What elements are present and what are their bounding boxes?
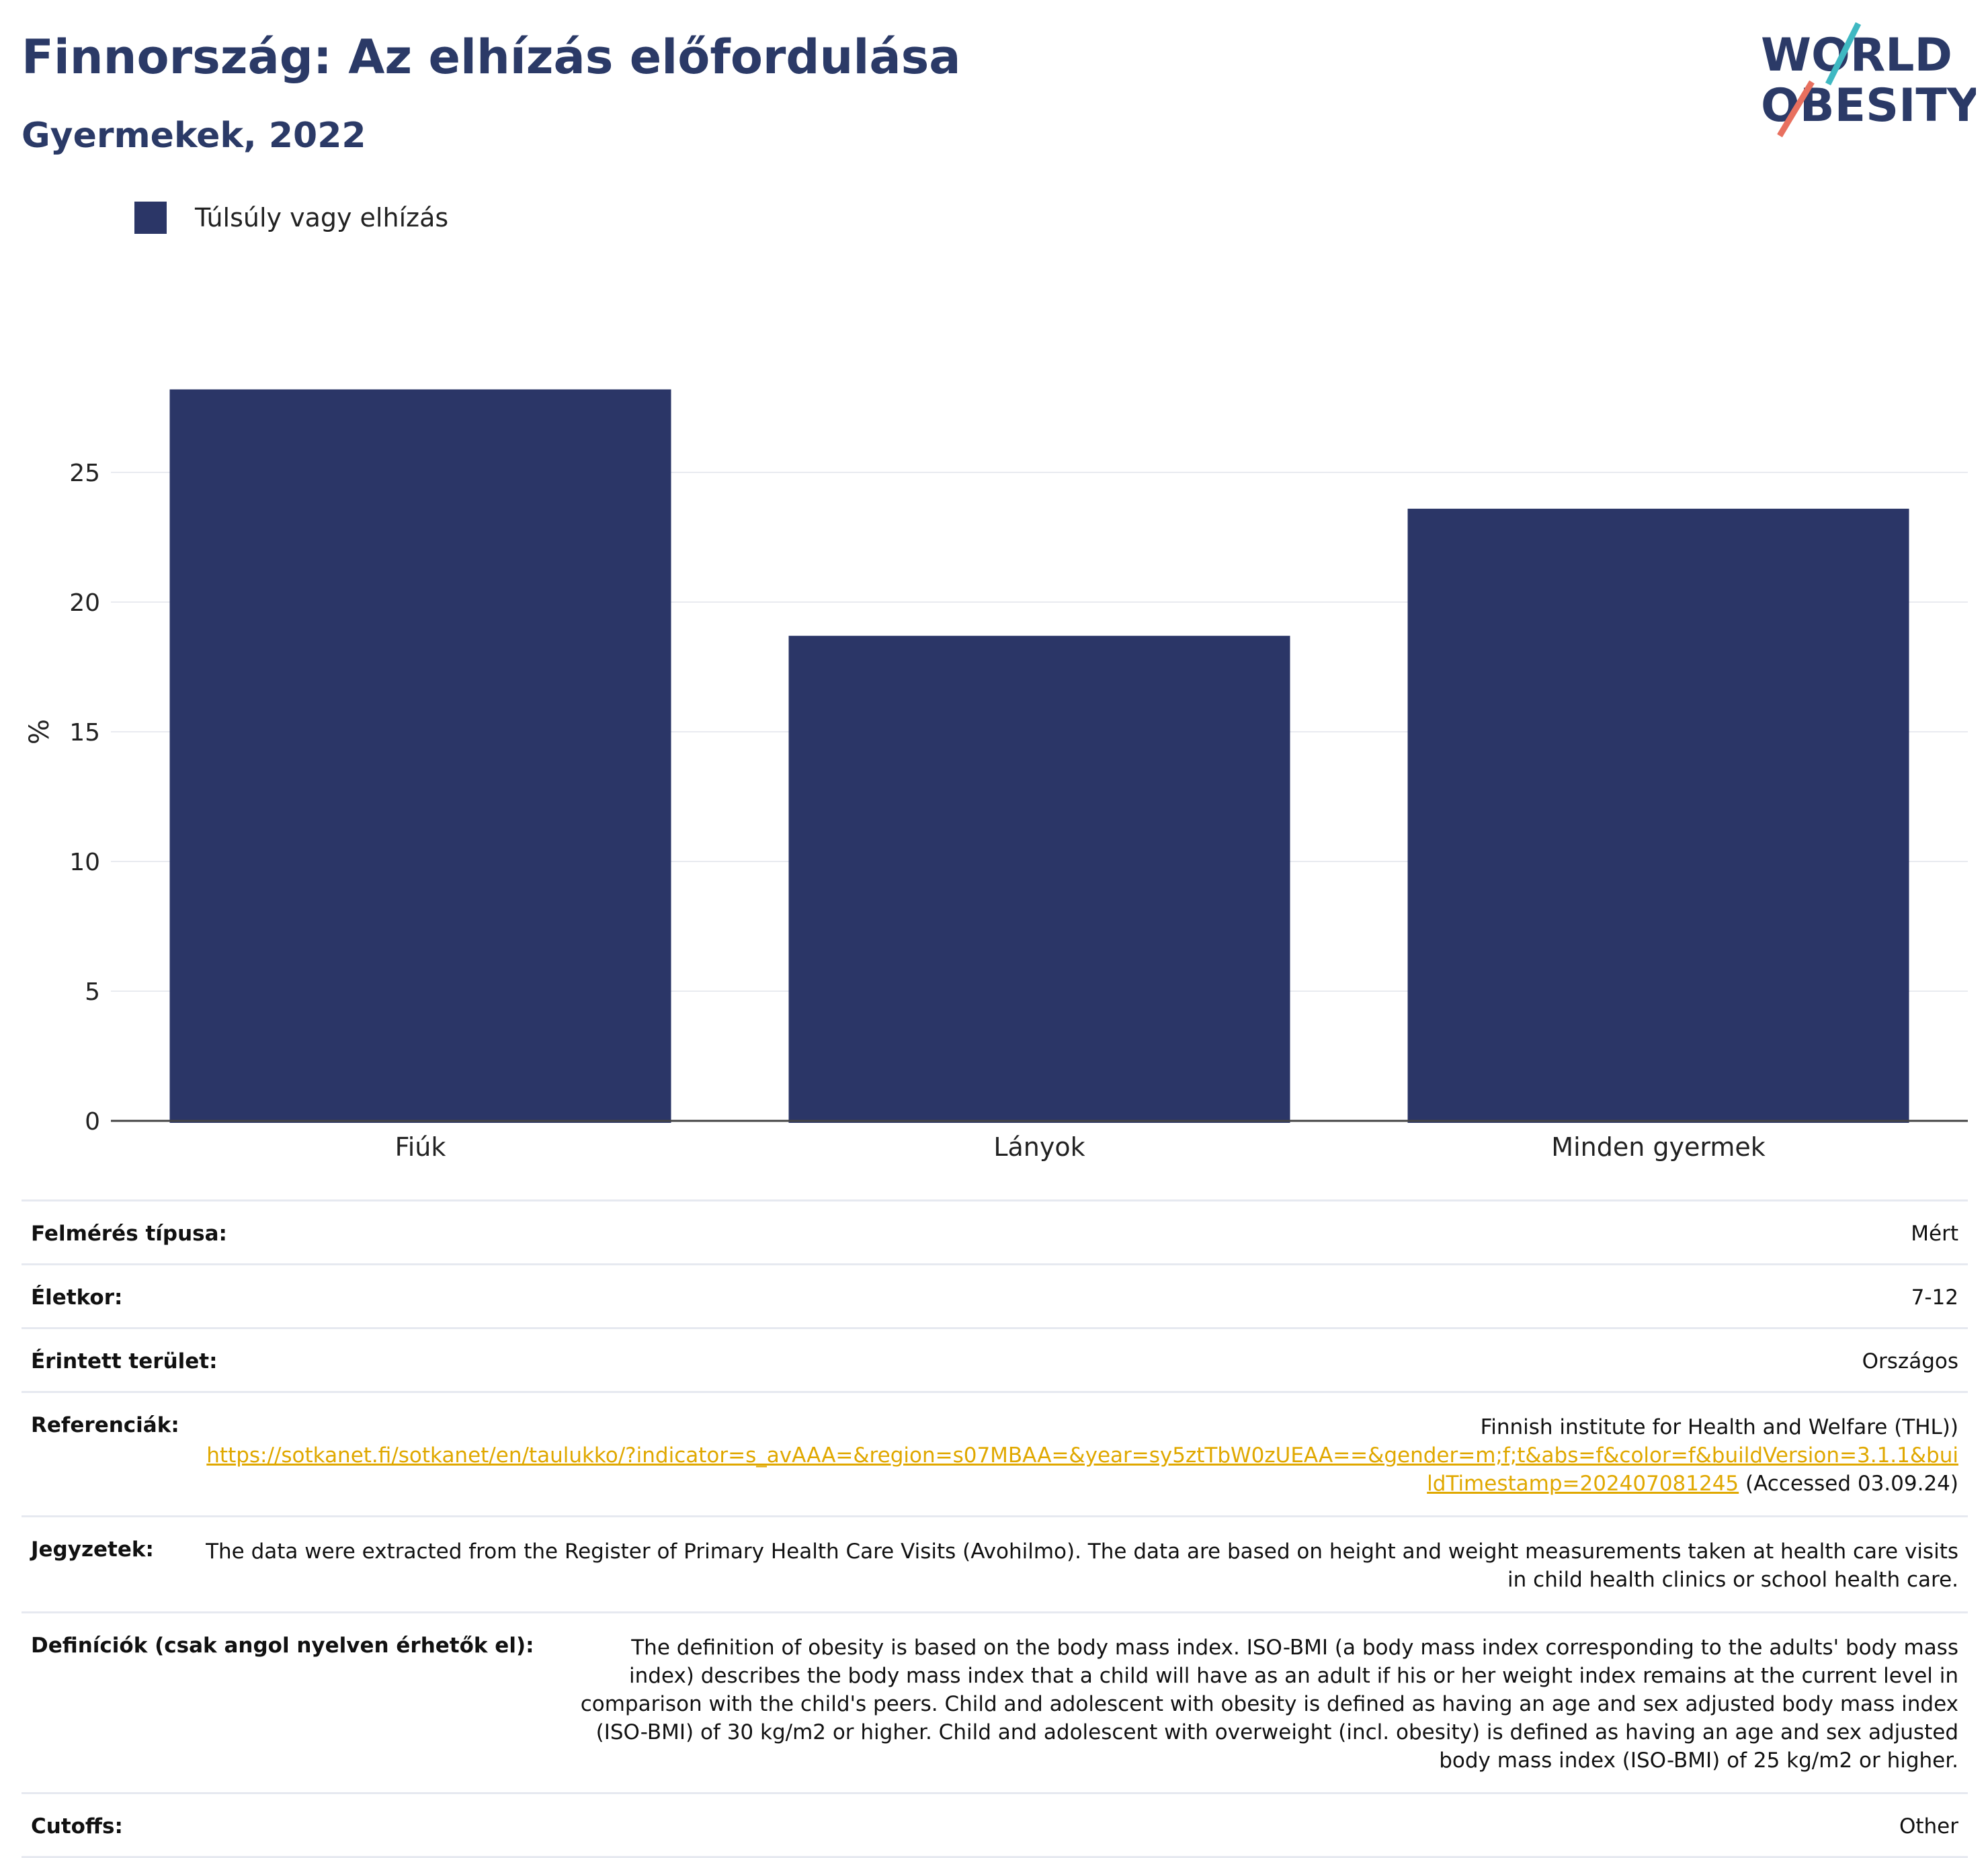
- y-tick-label: 5: [85, 978, 100, 1006]
- meta-label: Érintett terület:: [31, 1349, 218, 1374]
- meta-row-age: Életkor: 7-12: [22, 1263, 1968, 1327]
- bar: [169, 389, 671, 1123]
- legend-swatch: [134, 202, 167, 234]
- y-tick-label: 0: [85, 1108, 100, 1136]
- world-obesity-logo: WORLD OBESITY: [1761, 22, 1976, 138]
- reference-source: Finnish institute for Health and Welfare…: [1480, 1415, 1958, 1439]
- meta-value: Other: [1899, 1814, 1958, 1839]
- y-tick-label: 15: [69, 719, 100, 747]
- logo-teal-slash: [1825, 22, 1862, 86]
- bar-chart: 0 5 10 15 20 25 Fiúk Lányok Minden gyermek%: [24, 389, 1968, 1162]
- bar: [1407, 509, 1909, 1123]
- meta-value: The data were extracted from the Registe…: [206, 1539, 1958, 1592]
- meta-row-survey-type: Felmérés típusa: Mért: [22, 1199, 1968, 1263]
- legend-label: Túlsúly vagy elhízás: [195, 203, 449, 233]
- y-axis-label: %: [24, 719, 55, 745]
- y-tick-label: 20: [69, 589, 100, 617]
- bar: [788, 636, 1290, 1123]
- chart-subtitle: Gyermekek, 2022: [22, 116, 366, 156]
- meta-row-definitions: Definíciók (csak angol nyelven érhetők e…: [22, 1611, 1968, 1792]
- meta-value: Mért: [1911, 1222, 1958, 1246]
- y-tick-label: 10: [69, 849, 100, 876]
- meta-label: Referenciák:: [31, 1413, 179, 1437]
- meta-value: Országos: [1862, 1349, 1958, 1374]
- chart-title: Finnország: Az elhízás előfordulása: [22, 30, 961, 85]
- metadata-table: Felmérés típusa: Mért Életkor: 7-12 Érin…: [22, 1199, 1968, 1858]
- meta-label: Felmérés típusa:: [31, 1222, 227, 1246]
- logo-text-world: WORLD: [1761, 29, 1952, 82]
- legend: Túlsúly vagy elhízás: [134, 199, 448, 237]
- x-tick-label: Lányok: [993, 1132, 1085, 1162]
- logo-coral-slash: [1777, 80, 1815, 138]
- meta-label: Jegyzetek:: [31, 1537, 154, 1562]
- logo-text-obesity: OBESITY: [1761, 79, 1976, 132]
- y-tick-label: 25: [69, 460, 100, 487]
- reference-accessed: (Accessed 03.09.24): [1739, 1472, 1958, 1496]
- x-tick-label: Fiúk: [395, 1132, 446, 1162]
- meta-label: Definíciók (csak angol nyelven érhetők e…: [31, 1634, 534, 1658]
- meta-label: Cutoffs:: [31, 1814, 123, 1839]
- meta-row-references: Referenciák: Finnish institute for Healt…: [22, 1391, 1968, 1515]
- reference-link[interactable]: https://sotkanet.fi/sotkanet/en/taulukko…: [206, 1443, 1958, 1496]
- meta-value: Finnish institute for Health and Welfare…: [206, 1413, 1958, 1498]
- meta-label: Életkor:: [31, 1285, 123, 1310]
- meta-row-cutoffs: Cutoffs: Other: [22, 1792, 1968, 1858]
- meta-row-area: Érintett terület: Országos: [22, 1327, 1968, 1391]
- x-tick-label: Minden gyermek: [1551, 1132, 1765, 1162]
- meta-value: 7-12: [1911, 1285, 1958, 1310]
- meta-row-notes: Jegyzetek: The data were extracted from …: [22, 1515, 1968, 1611]
- meta-value: The definition of obesity is based on th…: [580, 1636, 1958, 1773]
